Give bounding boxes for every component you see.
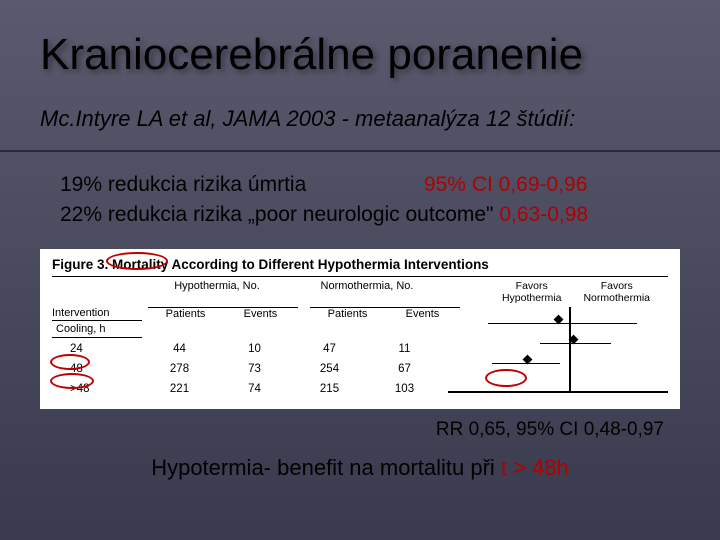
conclusion-text: Hypotermia- benefit na mortalitu při t >…: [0, 451, 720, 481]
forest-plot-figure: Figure 3. Mortality According to Differe…: [40, 249, 680, 409]
normothermia-header: Normothermia, No.: [292, 280, 442, 307]
figure-label-prefix: Figure: [52, 257, 97, 272]
finding-1-ci: 95% CI 0,69-0,96: [424, 173, 587, 196]
patients-col-label-1: Patients: [148, 308, 223, 320]
slide-title: Kraniocerebrálne poranenie: [40, 30, 583, 80]
finding-2-text: 22% redukcia rizika „poor neurologic out…: [60, 203, 494, 226]
forest-plot-area: [448, 313, 668, 393]
rr-summary: RR 0,65, 95% CI 0,48-0,97: [0, 415, 720, 451]
ci-line: [488, 323, 638, 325]
events-col-label-1: Events: [223, 308, 298, 320]
reference-citation: Mc.Intyre LA et al, JAMA 2003 - metaanal…: [40, 106, 680, 132]
finding-2-ci: 0,63-0,98: [494, 203, 589, 226]
favors-normothermia-label: Favors Normothermia: [583, 280, 650, 304]
findings-block: 19% redukcia rizika úmrtia 95% CI 0,69-0…: [0, 152, 720, 245]
intervention-label: Intervention: [52, 307, 142, 320]
conclusion-highlight: t > 48h: [501, 455, 569, 480]
highlight-oval-48: [50, 354, 90, 370]
hypothermia-header: Hypothermia, No.: [142, 280, 292, 307]
favors-hypothermia-label: Favors Hypothermia: [502, 280, 562, 304]
patients-col-label-2: Patients: [310, 308, 385, 320]
highlight-oval-mortality: [106, 252, 168, 270]
forest-x-axis: [448, 391, 668, 393]
cooling-label: Cooling, h: [52, 320, 142, 338]
finding-1-text: 19% redukcia rizika úmrtia: [60, 173, 306, 196]
ci-line: [540, 343, 610, 345]
conclusion-prefix: Hypotermia- benefit na mortalitu při: [151, 455, 501, 480]
highlight-oval-point: [485, 369, 527, 387]
forest-null-line: [569, 307, 571, 391]
highlight-oval-gt48: [50, 373, 94, 389]
table-header-row-1: Hypothermia, No. Normothermia, No. Favor…: [52, 276, 668, 307]
